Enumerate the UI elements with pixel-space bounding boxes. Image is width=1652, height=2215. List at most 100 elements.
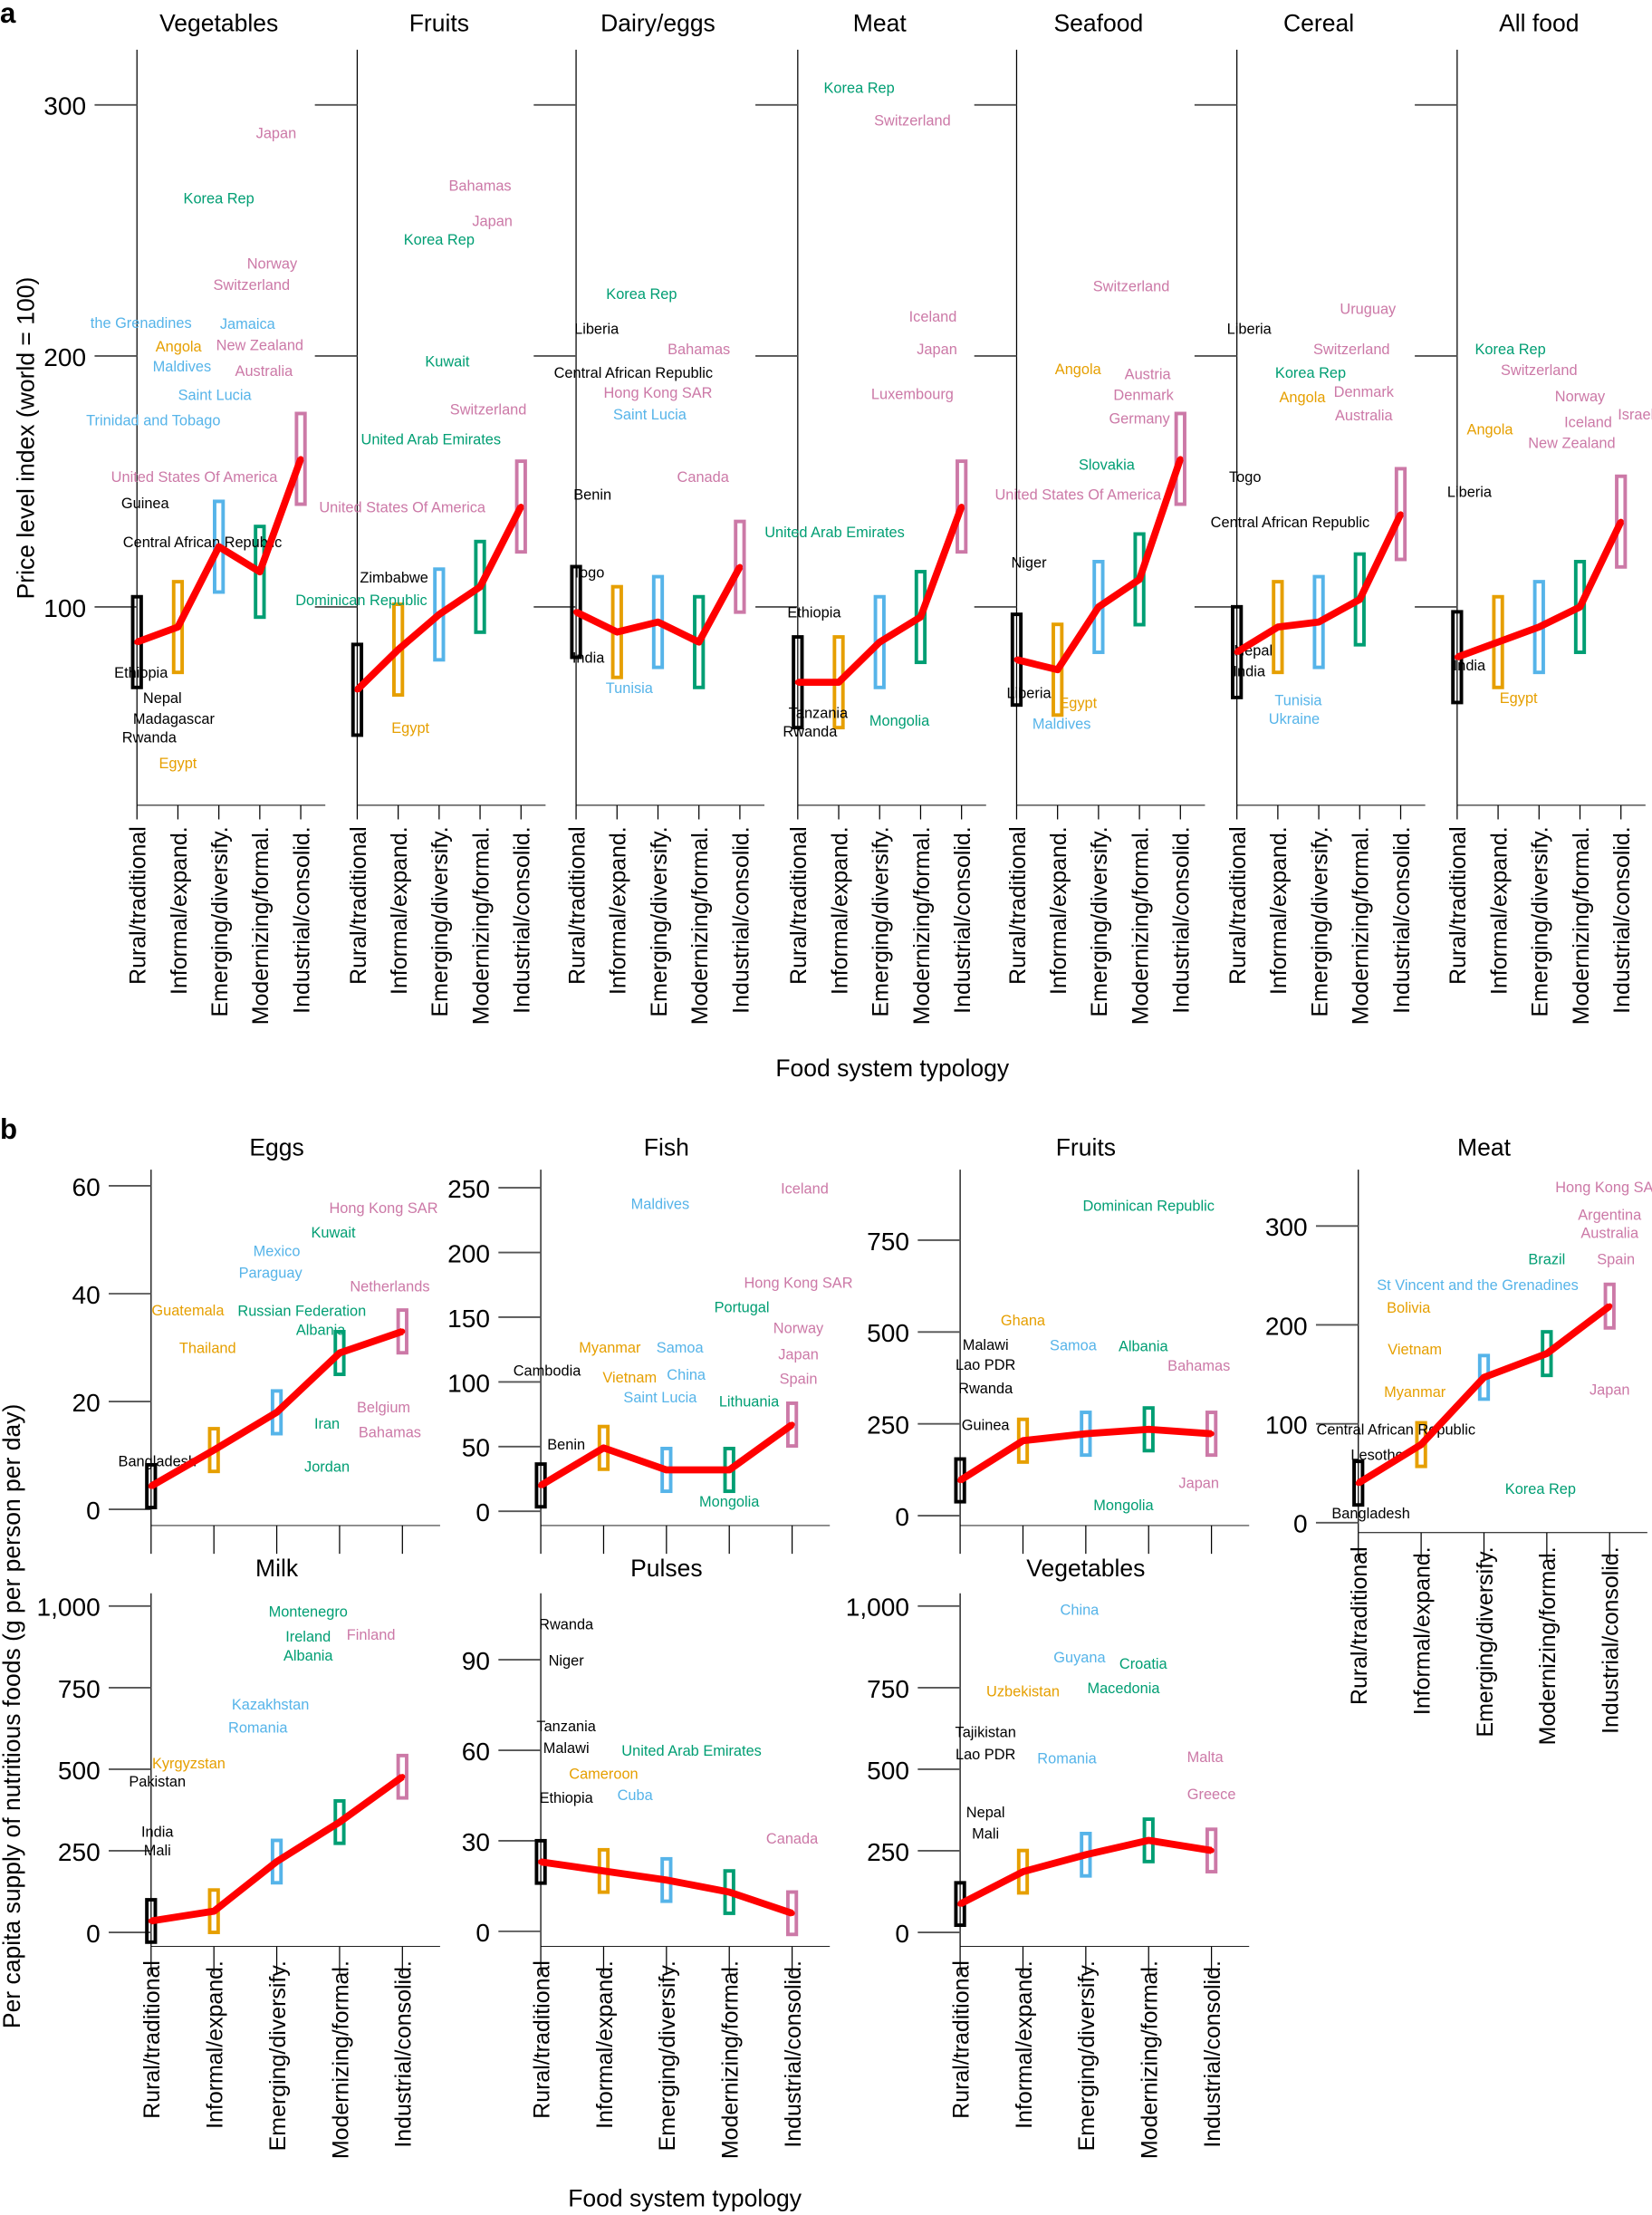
median-point [1013,657,1020,663]
country-label: United States Of America [319,499,486,515]
country-label: Romania [1037,1751,1097,1767]
country-label: Vietnam [1388,1342,1442,1358]
country-label: Japan [1178,1476,1219,1492]
country-label: Mali [144,1843,171,1859]
box [1615,474,1628,569]
country-label: Australia [235,363,294,380]
median-point [794,679,801,686]
country-label: Dominican Republic [1082,1199,1214,1215]
median-point [614,629,620,635]
country-label: Bahamas [668,342,730,358]
y-tick-label: 250 [447,1175,490,1203]
x-tick-label: Modernizing/formal. [1569,826,1594,1025]
x-tick-label: Modernizing/formal. [468,826,494,1025]
country-label: Luxembourg [871,387,954,403]
country-label: Liberia [1006,685,1052,701]
median-point [148,1918,154,1924]
country-label: Jamaica [220,316,276,332]
country-label: Samoa [657,1340,705,1356]
x-tick-label: Industrial/consolid. [510,826,535,1014]
country-label: Maldives [153,359,212,375]
country-label: Iceland [781,1180,829,1197]
country-label: Niger [549,1652,585,1669]
country-label: Liberia [1447,485,1493,501]
x-tick-label: Emerging/diversify. [647,826,672,1016]
median-point [256,569,263,575]
country-label: United States Of America [994,487,1162,504]
country-label: Angola [156,339,203,355]
y-tick-label: 50 [462,1434,490,1462]
x-tick-label: Informal/expand. [1012,1960,1037,2129]
median-point [274,1409,280,1416]
country-label: Nepal [966,1805,1005,1821]
country-label: Cambodia [514,1363,581,1380]
y-tick-label: 1,000 [846,1594,909,1622]
panel-title: Vegetables [1026,1555,1145,1582]
y-tick-label: 40 [72,1281,100,1309]
panel-b-pulses: Pulses 0 30 60 90 Rural/traditional Informal/e… [462,1555,831,2159]
country-label: Romania [228,1719,288,1736]
country-label: Mali [972,1826,999,1843]
x-tick-label: Rural/traditional [786,826,812,985]
country-label: Trinidad and Tobago [86,412,220,429]
country-label: Ethiopia [114,665,168,681]
x-tick-label: Informal/expand. [827,826,852,995]
country-label: Russian Federation [237,1304,366,1320]
median-point [518,504,524,510]
country-label: Albania [296,1322,346,1338]
country-label: Malawi [963,1337,1009,1353]
y-tick-label: 100 [43,594,86,622]
median-point [1020,1438,1026,1444]
panel-title: Dairy/eggs [600,10,716,37]
country-label: Central African Republic [1317,1421,1476,1438]
country-label: Japan [917,342,957,358]
x-tick-label: Rural/traditional [1347,1546,1372,1705]
country-label: Saint Lucia [613,407,687,423]
median-point [917,613,924,621]
country-label: Bolivia [1387,1300,1431,1316]
country-label: Malawi [543,1740,590,1757]
median-point [956,1477,964,1484]
panel-title: All food [1499,10,1579,37]
country-label: Korea Rep [1475,342,1546,358]
panel-title: Fish [644,1134,689,1161]
panel-a-vegetables: Vegetables 100 200 300 Rural/traditional Info… [43,10,326,1025]
country-label: Paraguay [239,1265,303,1281]
median-point [395,646,401,653]
median-point [663,1467,669,1473]
country-label: Switzerland [1313,342,1390,358]
country-label: New Zealand [216,337,303,353]
country-label: Denmark [1334,384,1395,400]
median-point [1095,603,1101,611]
panel-b-fruits: Fruits 0 250 500 750 Dominican Republic Ghana M… [867,1134,1250,1555]
median-point [1054,667,1061,673]
country-label: Bangladesh [1331,1506,1409,1522]
country-label: Hong Kong SAR [744,1276,852,1292]
x-tick-label: Rural/traditional [126,826,151,985]
country-label: India [572,650,605,667]
country-label: Hong Kong SAR [329,1200,437,1217]
median-point [655,619,661,625]
median-point [211,1447,217,1453]
x-tick-label: Industrial/consolid. [1169,826,1195,1014]
y-tick-label: 250 [58,1838,101,1866]
country-label: Switzerland [1501,362,1578,379]
country-label: Egypt [391,720,429,737]
country-label: Zimbabwe [360,570,427,586]
country-label: St Vincent and the Grenadines [1377,1277,1579,1294]
median-point [835,679,842,686]
median-point [1020,1868,1026,1875]
y-tick-label: 500 [867,1757,909,1785]
country-label: Rwanda [122,730,178,746]
median-point [1355,1480,1361,1487]
country-label: Mexico [254,1244,301,1260]
x-tick-label: Industrial/consolid. [391,1960,417,2148]
country-label: Egypt [1059,696,1097,712]
median-point [1146,1837,1152,1844]
country-label: Iceland [1564,415,1612,431]
country-label: Angola [1280,390,1327,406]
country-label: Argentina [1578,1207,1642,1223]
median-point [600,1868,607,1874]
country-label: Germany [1109,411,1170,428]
country-label: Korea Rep [606,286,677,303]
